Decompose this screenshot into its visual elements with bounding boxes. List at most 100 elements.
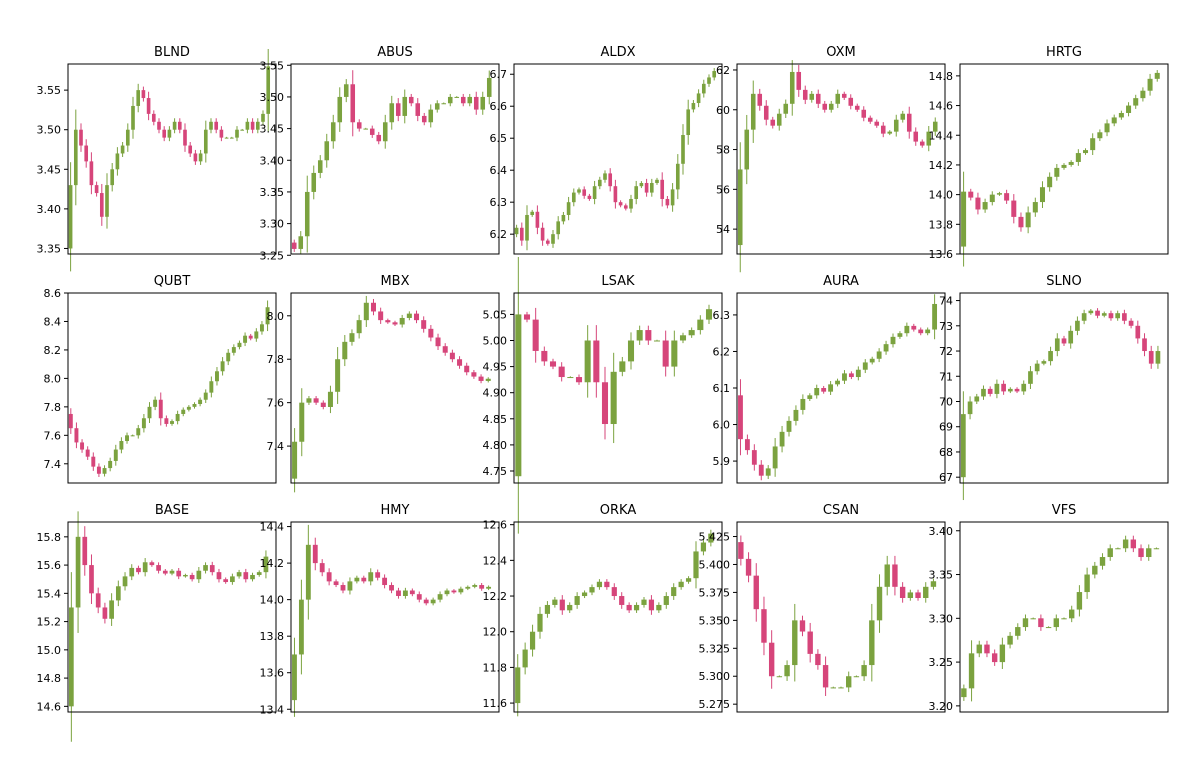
candle-body	[796, 71, 802, 90]
candle-body	[324, 141, 330, 161]
subplot-orka: ORKA 11.6 11.8 12.0 12.2 12.4 12.6	[483, 503, 723, 717]
candle-body	[686, 109, 691, 136]
candle-body	[363, 302, 369, 321]
y-tick-label: 4.95	[483, 361, 508, 374]
subplot-title: CSAN	[823, 503, 859, 518]
candle-body	[613, 186, 618, 203]
candle-body	[906, 113, 912, 132]
candle-body	[587, 195, 592, 199]
candle-body	[485, 378, 491, 381]
candle-body	[177, 121, 182, 130]
candle-body	[363, 128, 369, 130]
y-tick-label: 54	[716, 223, 730, 236]
candle-body	[656, 604, 662, 611]
candle-body	[250, 574, 255, 580]
candle-body	[932, 303, 938, 330]
candle-body	[467, 96, 473, 104]
candle-body	[758, 464, 764, 476]
subplot-title: OXM	[826, 45, 856, 60]
candle-body	[342, 341, 348, 360]
candle-body	[231, 347, 236, 353]
candle-body	[574, 596, 580, 605]
candle-body	[1130, 539, 1137, 549]
candle-body	[984, 644, 990, 654]
candle-body	[835, 380, 840, 385]
candle-body	[1084, 574, 1090, 593]
candle-body	[763, 105, 769, 120]
y-tick-label: 14.6	[929, 100, 954, 113]
candle-body	[776, 113, 782, 126]
candle-body	[304, 191, 310, 237]
candle-body	[102, 468, 107, 474]
candle-body	[142, 562, 148, 573]
candle-body	[551, 234, 555, 244]
candle-body	[854, 105, 860, 110]
candle-body	[414, 313, 420, 321]
y-tick-label: 6.6	[490, 100, 508, 113]
candle-body	[68, 185, 73, 249]
candle-body	[378, 311, 384, 321]
candle-body	[198, 399, 203, 405]
y-tick-label: 7.6	[44, 429, 62, 442]
candle-body	[544, 604, 551, 614]
candle-body	[807, 631, 813, 654]
candle-body	[193, 153, 198, 162]
y-tick-label: 7.8	[267, 353, 285, 366]
y-tick-label: 6.5	[490, 132, 508, 145]
y-tick-label: 5.350	[699, 614, 731, 627]
candle-body	[1068, 330, 1074, 344]
candle-body	[892, 564, 898, 587]
candle-body	[175, 413, 180, 422]
candle-body	[209, 121, 213, 130]
y-tick-label: 71	[939, 370, 953, 383]
candle-body	[229, 137, 234, 139]
candle-body	[370, 302, 376, 312]
candle-body	[822, 103, 828, 110]
candle-body	[109, 600, 114, 619]
candle-body	[402, 96, 408, 116]
candle-body	[571, 192, 576, 203]
candle-body	[1108, 313, 1114, 319]
candle-body	[312, 544, 318, 564]
candle-body	[235, 129, 239, 138]
subplot-blnd: BLND 3.35 3.40 3.45 3.50 3.55	[37, 45, 277, 272]
candle-body	[890, 336, 896, 345]
candle-body	[149, 562, 155, 566]
candle-body	[751, 450, 757, 465]
candle-body	[655, 179, 659, 183]
candle-body	[897, 333, 903, 337]
candle-body	[141, 418, 146, 429]
y-tick-label: 13.6	[260, 667, 285, 680]
candle-body	[737, 169, 743, 246]
candle-body	[581, 592, 588, 597]
candle-body	[147, 406, 152, 419]
candle-body	[779, 431, 785, 447]
candle-body	[1118, 112, 1124, 118]
candle-body	[848, 373, 854, 378]
candle-body	[1032, 202, 1038, 213]
subplot-title: AURA	[823, 274, 859, 289]
y-tick-label: 3.40	[929, 525, 954, 538]
candle-body	[350, 84, 356, 123]
candle-body	[660, 179, 665, 199]
candle-body	[907, 592, 914, 598]
candle-body	[982, 202, 988, 210]
candle-body	[996, 193, 1002, 195]
candle-body	[926, 131, 932, 146]
subplot-aura: AURA 5.9 6.0 6.1 6.2 6.3	[713, 274, 946, 484]
candle-body	[776, 676, 783, 678]
candle-body	[575, 377, 583, 383]
candle-body	[1146, 548, 1152, 558]
candle-body	[1097, 132, 1103, 139]
candle-body	[828, 384, 834, 392]
y-tick-label: 3.25	[929, 656, 954, 669]
candle-body	[532, 319, 539, 351]
candle-body	[1053, 618, 1059, 628]
candle-body	[663, 596, 669, 605]
candle-body	[1155, 351, 1161, 364]
candle-body	[406, 313, 412, 318]
candle-body	[198, 153, 203, 162]
subplot-title: HMY	[381, 503, 410, 518]
plot-frame	[959, 292, 1169, 484]
candle-body	[1014, 388, 1020, 392]
